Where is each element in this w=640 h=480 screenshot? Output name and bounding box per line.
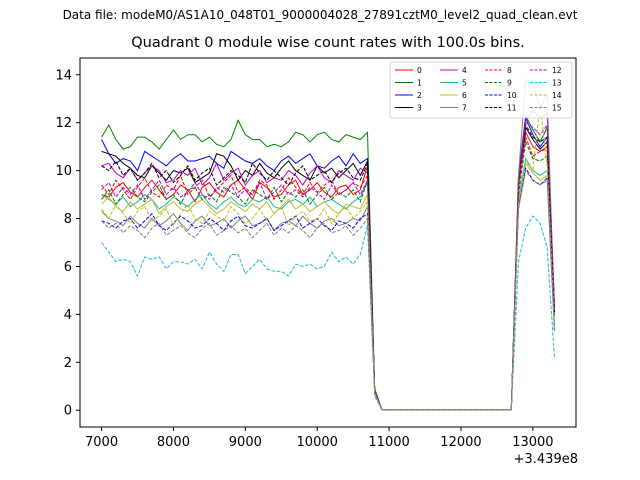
series-line-14 <box>101 103 555 411</box>
series-line-12 <box>101 121 555 411</box>
x-axis-offset-label: +3.439e8 <box>513 452 578 467</box>
x-tick-label: 12000 <box>440 435 481 450</box>
x-tick-label: 13000 <box>512 435 553 450</box>
legend-label-14: 14 <box>552 91 562 100</box>
series-line-8 <box>101 136 555 411</box>
series-line-2 <box>101 115 555 411</box>
x-tick-label: 8000 <box>157 435 190 450</box>
series-line-1 <box>101 113 555 411</box>
y-tick-label: 4 <box>64 308 72 323</box>
x-tick-label: 11000 <box>368 435 409 450</box>
legend-label-3: 3 <box>417 103 422 112</box>
series-line-3 <box>101 126 555 411</box>
y-tick-label: 12 <box>55 116 72 131</box>
legend-label-8: 8 <box>507 66 512 75</box>
legend-label-6: 6 <box>462 91 467 100</box>
legend-label-15: 15 <box>552 103 562 112</box>
y-tick-label: 6 <box>64 260 72 275</box>
y-tick-label: 14 <box>55 68 72 83</box>
legend-label-11: 11 <box>507 103 517 112</box>
x-tick-label: 10000 <box>297 435 338 450</box>
legend-label-9: 9 <box>507 78 512 87</box>
series-line-0 <box>101 130 555 411</box>
legend-label-0: 0 <box>417 66 422 75</box>
legend-label-12: 12 <box>552 66 562 75</box>
series-layer <box>101 78 555 411</box>
legend-label-5: 5 <box>462 78 467 87</box>
chart-suptitle: Data file: modeM0/AS1A10_048T01_90000040… <box>62 8 578 22</box>
y-tick-label: 2 <box>64 356 72 371</box>
axes-frame <box>79 57 577 428</box>
x-tick-label: 7000 <box>85 435 118 450</box>
y-tick-label: 10 <box>55 164 72 179</box>
y-axis: 0 2 4 6 8 10 12 14 <box>55 68 80 419</box>
series-line-7 <box>101 78 555 411</box>
legend-label-10: 10 <box>507 91 517 100</box>
x-tick-label: 9000 <box>229 435 262 450</box>
y-tick-label: 0 <box>64 404 72 419</box>
y-tick-label: 8 <box>64 212 72 227</box>
legend-label-13: 13 <box>552 78 562 87</box>
legend-box <box>389 61 573 119</box>
series-line-11 <box>101 123 555 411</box>
series-line-13 <box>101 215 555 411</box>
x-axis: 7000 8000 9000 10000 11000 12000 13000 <box>85 427 554 450</box>
series-line-5 <box>101 157 555 411</box>
series-line-15 <box>101 169 555 411</box>
legend-label-1: 1 <box>417 78 422 87</box>
legend-label-4: 4 <box>462 66 467 75</box>
legend-label-2: 2 <box>417 91 422 100</box>
legend-label-7: 7 <box>462 103 467 112</box>
chart-title: Quadrant 0 module wise count rates with … <box>131 35 525 51</box>
